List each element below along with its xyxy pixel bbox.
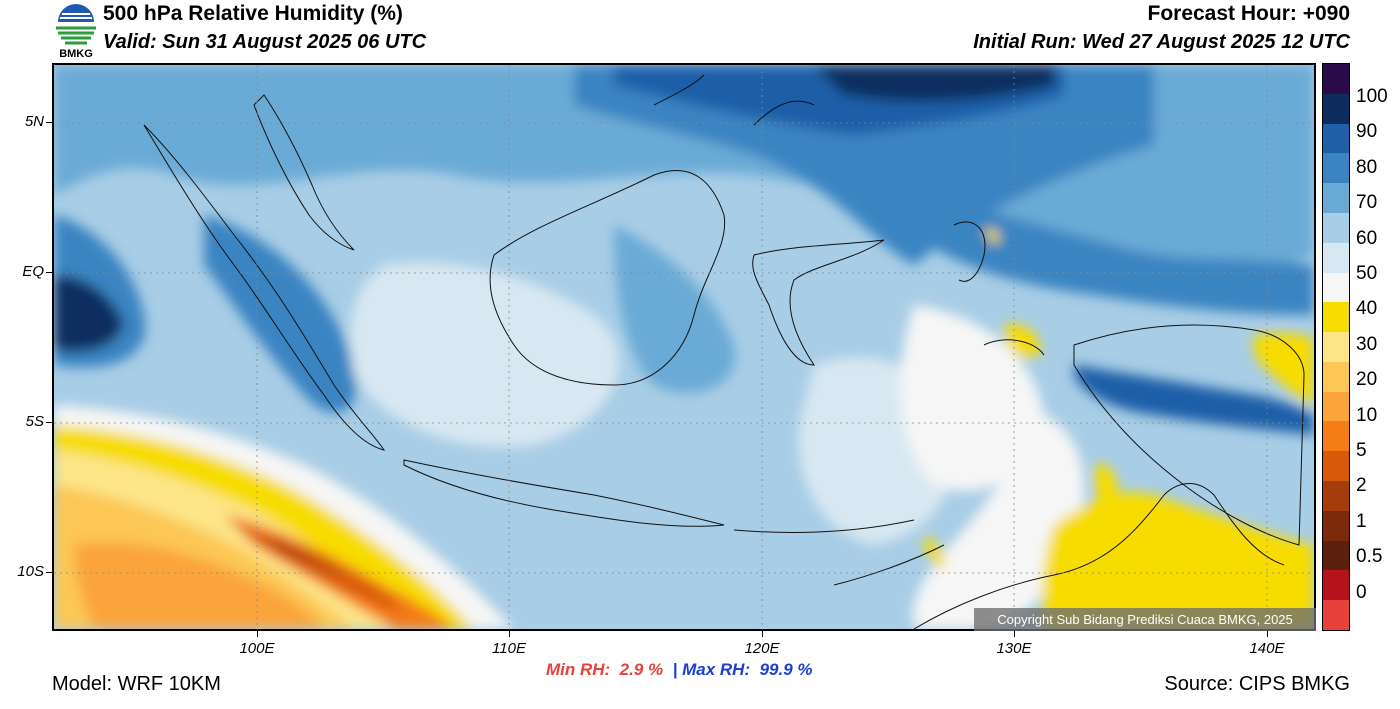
- bmkg-logo: BMKG: [52, 2, 100, 60]
- forecast-hour: Forecast Hour: +090: [1147, 2, 1351, 25]
- lat-tick: [46, 422, 52, 423]
- colorbar-label: 5: [1356, 440, 1367, 461]
- colorbar-label: 10: [1356, 404, 1378, 426]
- colorbar-label: 70: [1356, 192, 1378, 214]
- humidity-map: [52, 63, 1316, 631]
- lon-tick: [762, 631, 763, 637]
- lat-tick: [46, 272, 52, 273]
- colorbar-cell: [1323, 421, 1349, 452]
- colorbar-label: 0.5: [1356, 546, 1383, 568]
- model-name: Model: WRF 10KM: [52, 673, 221, 695]
- lon-label-120e: 120E: [744, 640, 780, 657]
- lat-tick: [46, 122, 52, 123]
- logo-text: BMKG: [59, 48, 93, 60]
- colorbar-label: 60: [1356, 227, 1378, 249]
- max-rh-label: Max RH:: [682, 660, 751, 679]
- data-source: Source: CIPS BMKG: [1164, 673, 1350, 695]
- stats-separator: |: [672, 660, 678, 679]
- colorbar-label: 80: [1356, 156, 1378, 178]
- lon-tick: [1267, 631, 1268, 637]
- colorbar-cell: [1323, 212, 1349, 243]
- colorbar-cell: [1323, 451, 1349, 482]
- rh-stats: Min RH: 2.9 % | Max RH: 99.9 %: [546, 660, 813, 680]
- min-rh-value: 2.9 %: [619, 660, 664, 679]
- lon-label-110e: 110E: [492, 640, 526, 657]
- colorbar-label: 2: [1356, 475, 1367, 497]
- colorbar-cell: [1323, 302, 1349, 333]
- colorbar-label: 100: [1356, 86, 1388, 107]
- colorbar: [1322, 63, 1350, 631]
- lon-tick: [257, 631, 258, 637]
- colorbar-label: 0: [1356, 581, 1367, 603]
- colorbar-cell: [1323, 570, 1349, 601]
- chart-title: 500 hPa Relative Humidity (%): [103, 2, 403, 25]
- colorbar-cell: [1323, 183, 1349, 214]
- max-rh-value: 99.9 %: [759, 660, 813, 679]
- colorbar-cell: [1323, 540, 1349, 571]
- colorbar-cell: [1323, 272, 1349, 303]
- colorbar-cell: [1323, 510, 1349, 541]
- valid-time: Valid: Sun 31 August 2025 06 UTC: [103, 31, 427, 53]
- lat-label-5n: 5N: [24, 113, 44, 130]
- lon-label-100e: 100E: [239, 640, 275, 657]
- colorbar-label: 90: [1356, 121, 1378, 143]
- colorbar-cell: [1323, 600, 1349, 631]
- colorbar-cell: [1323, 93, 1349, 124]
- lon-tick: [1014, 631, 1015, 637]
- lon-label-140e: 140E: [1249, 640, 1285, 657]
- colorbar-cell: [1323, 361, 1349, 392]
- colorbar-cell: [1323, 332, 1349, 363]
- colorbar-cell: [1323, 64, 1349, 94]
- colorbar-cell: [1323, 391, 1349, 422]
- colorbar-label: 30: [1356, 333, 1378, 355]
- colorbar-cell: [1323, 481, 1349, 512]
- min-rh-label: Min RH:: [546, 660, 611, 679]
- colorbar-label: 1: [1356, 510, 1367, 532]
- colorbar-label: 40: [1356, 298, 1378, 320]
- colorbar-cell: [1323, 242, 1349, 273]
- lon-tick: [509, 631, 510, 637]
- lat-tick: [46, 572, 52, 573]
- colorbar-label: 50: [1356, 263, 1378, 284]
- colorbar-label: 20: [1356, 369, 1378, 391]
- lat-label-eq: EQ: [22, 263, 44, 280]
- colorbar-cell: [1323, 153, 1349, 184]
- lat-label-10s: 10S: [17, 563, 44, 580]
- colorbar-cell: [1323, 123, 1349, 154]
- initial-run: Initial Run: Wed 27 August 2025 12 UTC: [973, 31, 1350, 53]
- lat-label-5s: 5S: [25, 413, 44, 430]
- copyright-notice: Copyright Sub Bidang Prediksi Cuaca BMKG…: [974, 608, 1316, 631]
- lon-label-130e: 130E: [996, 640, 1032, 657]
